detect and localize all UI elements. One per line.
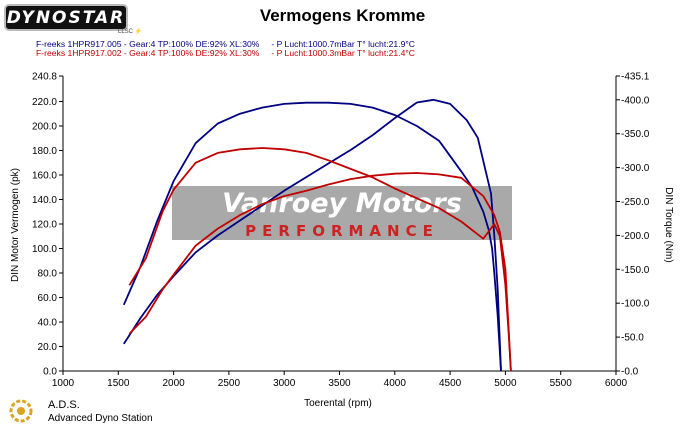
y-tick-label: 20.0 xyxy=(38,342,58,353)
x-tick-label: 2000 xyxy=(162,378,185,389)
watermark-sub: PERFORMANCE xyxy=(245,222,439,240)
watermark-name: Vanroey Motors xyxy=(222,188,462,219)
run-label-2: F-reeks 1HPR917.002 - Gear:4 TP:100% DE:… xyxy=(36,48,415,58)
series-group xyxy=(122,98,512,372)
y2-tick-label: -435.1 xyxy=(621,72,650,83)
y2-tick-label: -100.0 xyxy=(621,299,650,310)
y-tick-label: 40.0 xyxy=(38,317,58,328)
y-tick-label: 220.0 xyxy=(32,97,57,108)
series-line-3-power xyxy=(128,147,512,372)
x-tick-label: 6000 xyxy=(605,378,628,389)
y-tick-label: 80.0 xyxy=(38,268,58,279)
y2-tick-label: -250.0 xyxy=(621,197,650,208)
series-line-4-torque xyxy=(128,172,512,372)
watermark: Vanroey Motors PERFORMANCE xyxy=(172,186,512,240)
y2-axis-label: DIN Torque (Nm) xyxy=(663,187,674,262)
watermark-background xyxy=(172,186,512,240)
x-tick-label: 3000 xyxy=(273,378,296,389)
x-tick-label: 2500 xyxy=(218,378,241,389)
x-tick-label: 5500 xyxy=(550,378,573,389)
ads-logo-icon xyxy=(9,399,33,423)
series-line-2-torque xyxy=(123,98,502,372)
x-tick-label: 4000 xyxy=(384,378,407,389)
y2-tick-label: -350.0 xyxy=(621,129,650,140)
chart-title: Vermogens Kromme xyxy=(259,6,426,25)
x-axis-label: Toerental (rpm) xyxy=(304,398,372,409)
axis-labels: Toerental (rpm) DIN Motor Vermogen (pk) … xyxy=(10,168,674,409)
axes: 1000 1500 2000 2500 3000 3500 4000 4500 5000 5500… xyxy=(32,72,650,390)
y-tick-label: 60.0 xyxy=(38,293,58,304)
y-tick-label: 120.0 xyxy=(32,219,57,230)
brand-text: DYNOSTAR xyxy=(6,7,126,28)
x-tick-label: 1500 xyxy=(107,378,130,389)
y-tick-label: 180.0 xyxy=(32,146,57,157)
y-tick-label: 140.0 xyxy=(32,195,57,206)
x-tick-label: 4500 xyxy=(439,378,462,389)
x-tick-label: 1000 xyxy=(52,378,75,389)
y2-tick-label: -400.0 xyxy=(621,95,650,106)
series-line-1-power xyxy=(122,101,502,372)
y-tick-label: 160.0 xyxy=(32,170,57,181)
y2-tick-label: -150.0 xyxy=(621,265,650,276)
y2-tick-label: -0.0 xyxy=(621,367,639,378)
brand-sub: LLSC ⚡ xyxy=(118,29,143,35)
dynostar-logo: DYNOSTAR xyxy=(4,4,128,31)
y-tick-label: 100.0 xyxy=(32,244,57,255)
y2-tick-label: -300.0 xyxy=(621,163,650,174)
x-tick-label: 5000 xyxy=(494,378,517,389)
y-tick-label: 0.0 xyxy=(43,367,57,378)
run-label-1: F-reeks 1HPR917.005 - Gear:4 TP:100% DE:… xyxy=(36,39,415,49)
y-tick-label: 240.8 xyxy=(32,72,57,83)
y2-tick-label: -200.0 xyxy=(621,231,650,242)
y-axis-label: DIN Motor Vermogen (pk) xyxy=(10,168,21,282)
y-tick-label: 200.0 xyxy=(32,121,57,132)
ads-full-name: Advanced Dyno Station xyxy=(48,413,153,424)
y2-tick-label: -50.0 xyxy=(621,333,644,344)
ads-name: A.D.S. xyxy=(48,399,80,411)
x-tick-label: 3500 xyxy=(328,378,351,389)
